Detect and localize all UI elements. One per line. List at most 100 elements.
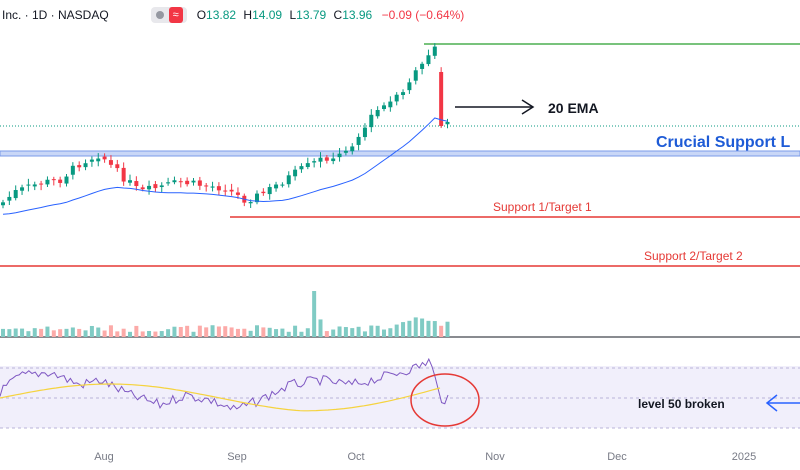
volume-bar bbox=[420, 318, 425, 337]
candle-body bbox=[388, 101, 393, 108]
volume-bar bbox=[7, 329, 12, 337]
candle-body bbox=[280, 184, 285, 186]
volume-bar bbox=[102, 330, 107, 337]
candle-body bbox=[382, 105, 386, 110]
volume-bar bbox=[216, 326, 221, 337]
volume-bar bbox=[350, 328, 355, 337]
candle-body bbox=[432, 46, 437, 56]
volume-bar bbox=[426, 320, 431, 337]
volume-bar bbox=[280, 328, 285, 337]
wave-icon: ≈ bbox=[168, 7, 183, 23]
candle-body bbox=[89, 159, 94, 162]
volume-bar bbox=[140, 331, 145, 337]
rsi-note-label: level 50 broken bbox=[638, 397, 725, 411]
volume-bar bbox=[191, 331, 196, 337]
candle-body bbox=[96, 158, 101, 162]
x-tick-aug: Aug bbox=[94, 451, 114, 463]
x-tick-nov: Nov bbox=[485, 451, 505, 463]
candle-body bbox=[102, 156, 107, 160]
volume-bar bbox=[108, 325, 113, 337]
candle-body bbox=[216, 186, 221, 191]
candle-body bbox=[185, 180, 190, 185]
high-label: H bbox=[243, 8, 253, 22]
candle-body bbox=[426, 55, 431, 65]
indicator-toggle[interactable]: ≈ bbox=[150, 7, 187, 23]
candle-body bbox=[197, 180, 202, 186]
volume-bar bbox=[166, 329, 171, 337]
candle-body bbox=[20, 187, 25, 191]
candle-body bbox=[166, 182, 171, 184]
candle-body bbox=[70, 165, 75, 175]
volume-bar bbox=[13, 328, 18, 337]
candle-body bbox=[248, 202, 253, 204]
volume-bar bbox=[172, 326, 177, 337]
volume-bar bbox=[331, 329, 336, 337]
candle-body bbox=[223, 190, 228, 192]
volume-bar bbox=[1, 328, 5, 337]
volume-bar bbox=[115, 331, 120, 337]
volume-bar bbox=[401, 322, 406, 337]
crucial-support-label: Crucial Support L bbox=[656, 134, 790, 151]
candle-body bbox=[83, 163, 88, 168]
volume-bar bbox=[89, 325, 94, 337]
volume-bars bbox=[1, 291, 450, 337]
volume-bar bbox=[267, 327, 272, 337]
volume-bar bbox=[77, 328, 82, 337]
symbol-title[interactable]: Inc. · 1D · NASDAQ bbox=[2, 8, 109, 22]
volume-bar bbox=[343, 327, 348, 337]
candle-body bbox=[375, 110, 380, 117]
volume-bar bbox=[312, 291, 317, 337]
volume-bar bbox=[197, 325, 202, 337]
volume-bar bbox=[293, 325, 298, 337]
volume-bar bbox=[382, 329, 386, 337]
volume-bar bbox=[229, 327, 234, 337]
candle-body bbox=[172, 180, 177, 183]
volume-bar bbox=[324, 331, 329, 337]
volume-bar bbox=[45, 326, 50, 337]
candle-body bbox=[178, 181, 183, 183]
rsi-line bbox=[0, 357, 449, 411]
support2-label: Support 2/Target 2 bbox=[644, 249, 743, 263]
volume-bar bbox=[274, 329, 279, 337]
candle-body bbox=[51, 179, 56, 181]
candle-body bbox=[108, 160, 113, 165]
candle-body bbox=[401, 92, 406, 95]
candle-body bbox=[312, 161, 317, 163]
candle-body bbox=[337, 153, 342, 158]
volume-bar bbox=[51, 330, 56, 337]
volume-bar bbox=[147, 330, 152, 337]
change-value: −0.09 (−0.64%) bbox=[381, 8, 465, 22]
rsi-note-arrow bbox=[765, 394, 800, 412]
candlesticks bbox=[1, 43, 450, 209]
candle-body bbox=[394, 94, 399, 102]
volume-bar bbox=[32, 328, 37, 337]
candle-body bbox=[204, 185, 209, 187]
low-value: 13.79 bbox=[296, 8, 327, 22]
candle-body bbox=[58, 179, 63, 183]
volume-bar bbox=[210, 325, 215, 337]
candle-body bbox=[115, 164, 120, 169]
candle-body bbox=[350, 146, 355, 152]
candle-body bbox=[356, 136, 361, 145]
volume-bar bbox=[70, 327, 75, 337]
volume-bar bbox=[337, 326, 342, 337]
candle-body bbox=[140, 187, 145, 190]
candle-body bbox=[229, 189, 234, 192]
candle-body bbox=[39, 183, 44, 185]
open-value: 13.82 bbox=[206, 8, 237, 22]
candle-body bbox=[445, 121, 450, 125]
candle-body bbox=[318, 157, 323, 162]
volume-bar bbox=[356, 326, 361, 337]
candle-body bbox=[134, 181, 139, 187]
volume-bar bbox=[242, 328, 247, 337]
open-label: O bbox=[196, 8, 207, 22]
candle-body bbox=[324, 157, 329, 161]
candle-body bbox=[420, 63, 425, 69]
volume-bar bbox=[248, 330, 253, 337]
volume-bar bbox=[388, 328, 393, 337]
candle-body bbox=[159, 185, 164, 188]
ema-line bbox=[2, 117, 448, 215]
candle-body bbox=[267, 187, 272, 195]
volume-bar bbox=[432, 321, 437, 337]
